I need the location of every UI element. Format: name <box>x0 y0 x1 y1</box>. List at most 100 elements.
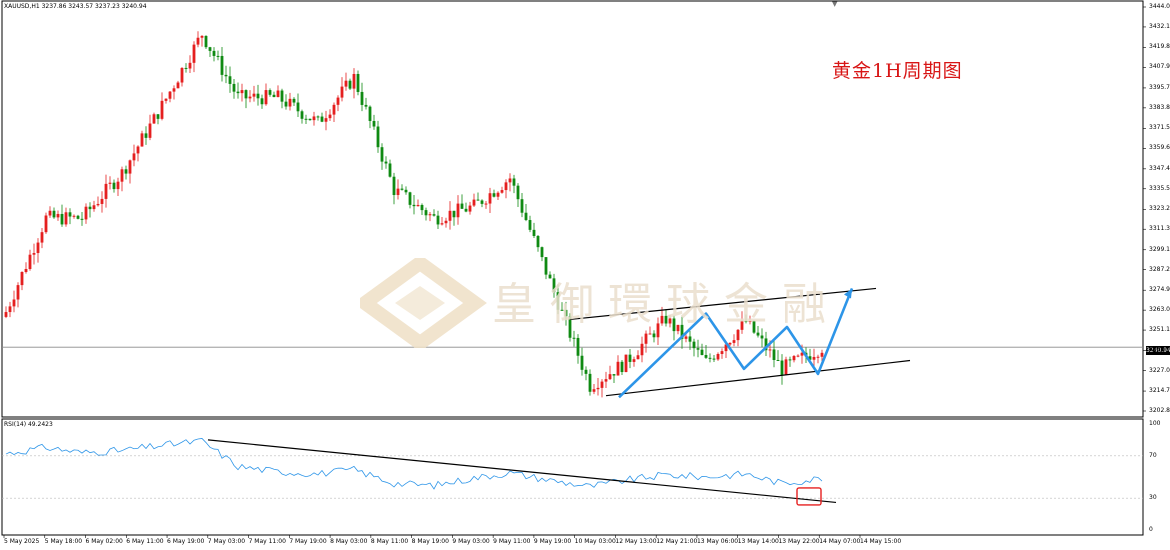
price-axis-label: 3239.00 <box>1149 346 1170 354</box>
chart-shift-marker-icon[interactable]: ▼ <box>832 0 838 8</box>
rsi-panel-border <box>1 418 1144 536</box>
candle-body <box>776 360 780 362</box>
candle-body <box>436 215 440 225</box>
candle-body <box>84 206 88 220</box>
candle-body <box>208 47 212 51</box>
candle-body <box>368 106 372 121</box>
candle-body <box>184 67 188 69</box>
candle-body <box>96 203 100 206</box>
candle-body <box>404 189 408 193</box>
candle-body <box>660 315 664 324</box>
candle-body <box>760 335 764 339</box>
time-axis-label: 8 May 11:00 <box>370 538 409 545</box>
candle-body <box>648 333 652 335</box>
current-price-tag: 3240.94 <box>1146 346 1170 355</box>
candle-body <box>152 114 156 124</box>
candle-body <box>284 101 288 107</box>
price-axis-label: 3359.65 <box>1149 144 1170 152</box>
rsi-axis-label: 70 <box>1149 451 1157 459</box>
time-axis-label: 13 May 22:00 <box>778 538 820 545</box>
candle-body <box>324 118 328 122</box>
candle-body <box>328 114 332 119</box>
time-axis-label: 12 May 21:00 <box>656 538 698 545</box>
candle-body <box>320 116 324 122</box>
candle-body <box>788 359 792 361</box>
candle-body <box>248 96 252 99</box>
time-axis-label: 12 May 13:00 <box>615 538 657 545</box>
candle-body <box>60 213 64 225</box>
candle-body <box>572 337 576 339</box>
candle-body <box>592 389 596 392</box>
candle-body <box>784 359 788 375</box>
candle-body <box>292 98 296 103</box>
candle-body <box>420 204 424 211</box>
candle-body <box>588 373 592 392</box>
candle-body <box>340 86 344 98</box>
time-axis-label: 5 May 18:00 <box>44 538 83 545</box>
price-axis-label: 3251.15 <box>1149 326 1170 334</box>
candle-body <box>728 342 732 345</box>
candle-body <box>444 220 448 224</box>
candle-body <box>520 199 524 213</box>
candle-body <box>104 183 108 199</box>
candle-body <box>608 374 612 380</box>
candle-body <box>220 55 224 75</box>
candle-body <box>372 120 376 127</box>
candle-body <box>748 320 752 322</box>
candle-body <box>720 351 724 354</box>
candle-body <box>568 316 572 338</box>
candle-body <box>792 356 796 361</box>
price-axis-label: 3383.80 <box>1149 103 1170 111</box>
candle-body <box>540 247 544 258</box>
candle-body <box>668 318 672 324</box>
time-axis-label: 9 May 11:00 <box>493 538 531 545</box>
candle-body <box>448 210 452 221</box>
price-axis-label: 3214.75 <box>1149 387 1170 395</box>
candle-body <box>532 229 536 236</box>
candle-body <box>428 214 432 216</box>
candle-body <box>388 163 392 177</box>
candle-body <box>344 80 348 87</box>
candle-body <box>264 90 268 105</box>
candle-body <box>176 82 180 89</box>
candle-body <box>504 182 508 191</box>
candle-body <box>288 98 292 107</box>
candle-body <box>732 340 736 343</box>
candle-body <box>716 353 720 360</box>
candle-body <box>772 349 776 361</box>
candle-body <box>40 232 44 243</box>
candle-body <box>496 192 500 197</box>
candle-body <box>820 352 824 357</box>
candle-body <box>764 338 768 351</box>
candle-body <box>624 354 628 373</box>
candle-body <box>108 182 112 184</box>
candles-layer <box>4 31 824 398</box>
candle-body <box>740 320 744 330</box>
rsi-axis-label: 0 <box>1149 526 1153 533</box>
candle-body <box>544 257 548 275</box>
candle-body <box>116 181 120 190</box>
channel-lower-line <box>605 359 911 397</box>
candle-body <box>128 160 132 174</box>
candle-body <box>12 299 16 307</box>
price-axis-label: 3395.70 <box>1149 83 1170 91</box>
candle-body <box>36 242 40 254</box>
time-axis-label: 14 May 15:00 <box>860 538 902 545</box>
candle-body <box>348 80 352 89</box>
time-axis-label: 5 May 2025 <box>4 538 40 545</box>
candle-body <box>392 176 396 196</box>
time-axis-label: 9 May 19:00 <box>533 538 572 545</box>
candle-body <box>492 193 496 197</box>
candle-body <box>360 91 364 105</box>
candle-body <box>480 200 484 204</box>
candle-body <box>412 204 416 207</box>
price-axis-label: 3432.10 <box>1149 22 1170 30</box>
candle-body <box>188 62 192 69</box>
chart-annotation-title: 黄金1H周期图 <box>832 60 963 82</box>
price-axis-label: 3419.85 <box>1149 43 1170 51</box>
rsi-trendline <box>207 439 837 504</box>
candle-body <box>440 223 444 225</box>
time-axis-label: 14 May 07:00 <box>819 538 861 545</box>
